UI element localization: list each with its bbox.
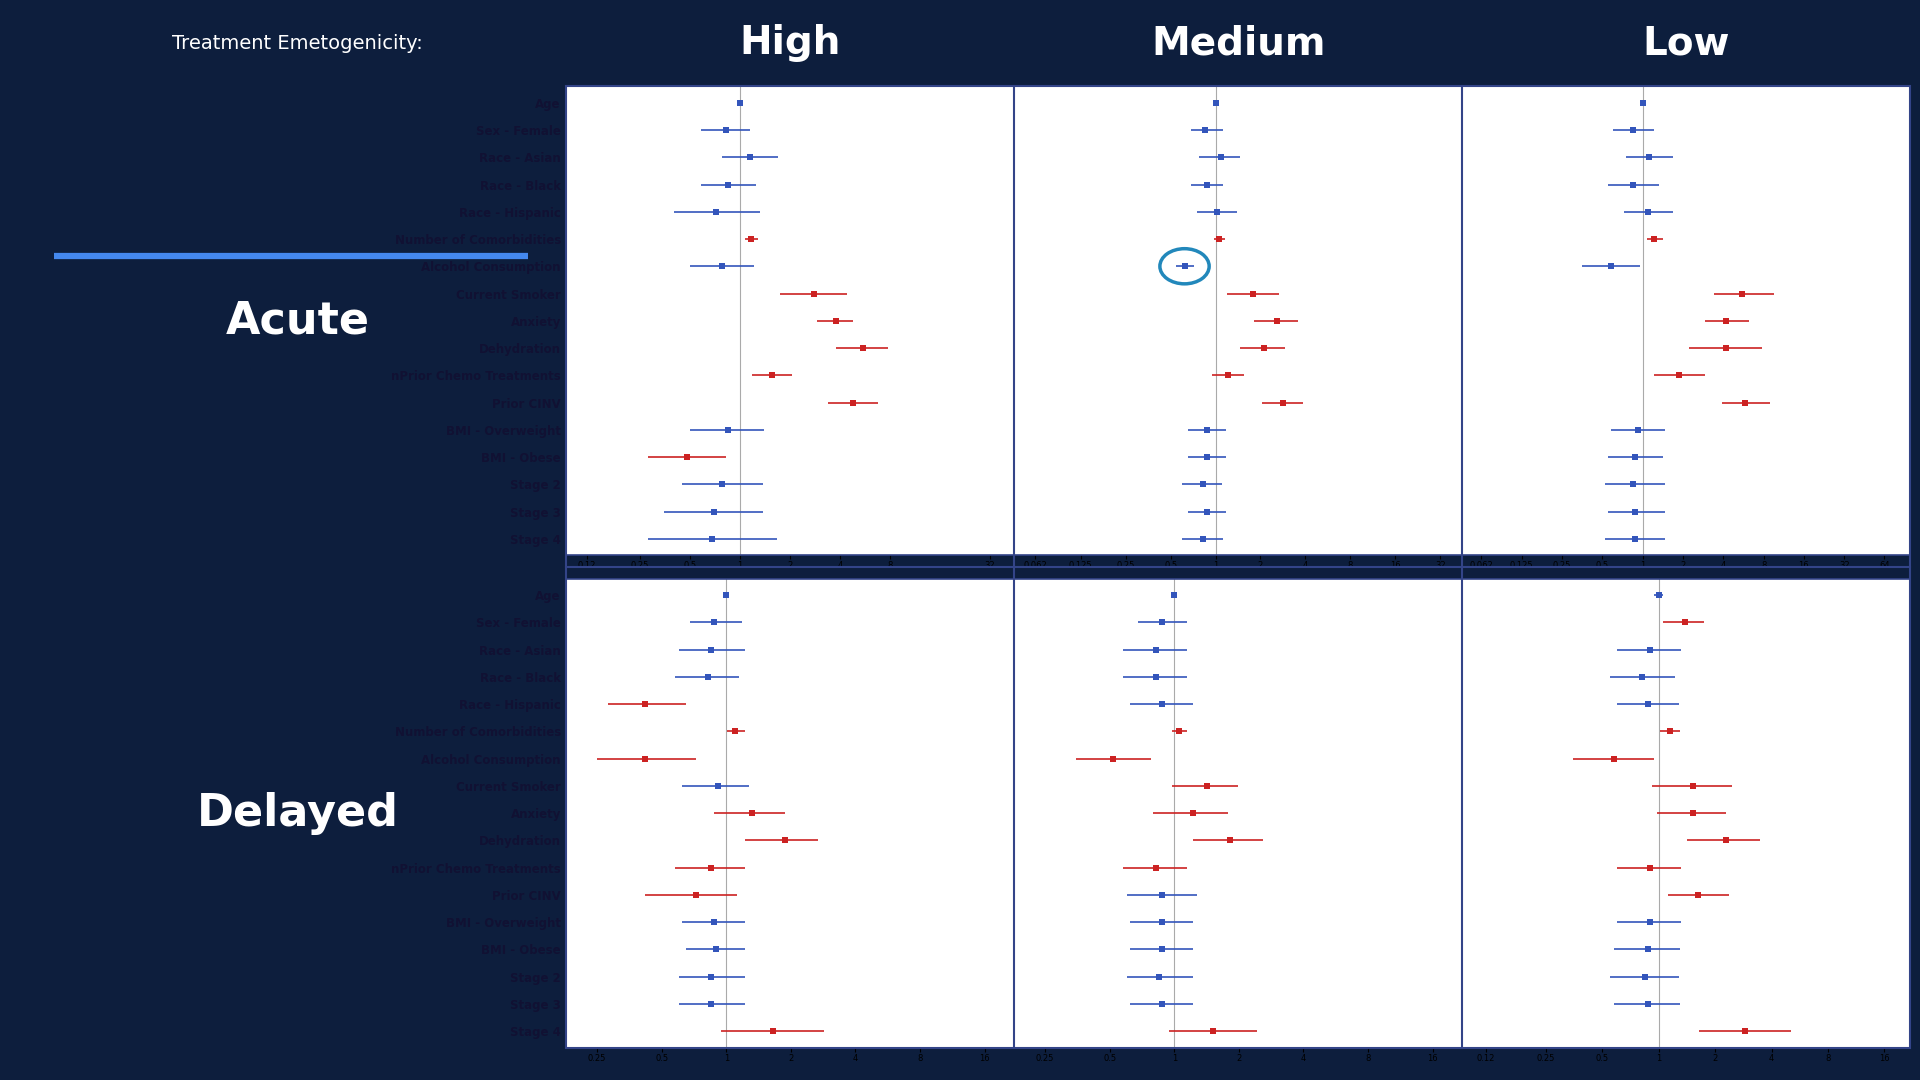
Text: Treatment Emetogenicity:: Treatment Emetogenicity: bbox=[173, 33, 422, 53]
Text: Low: Low bbox=[1644, 24, 1730, 63]
Text: Acute: Acute bbox=[227, 299, 369, 342]
Text: Delayed: Delayed bbox=[196, 792, 399, 835]
Text: Medium: Medium bbox=[1152, 24, 1325, 63]
Text: High: High bbox=[739, 24, 841, 63]
